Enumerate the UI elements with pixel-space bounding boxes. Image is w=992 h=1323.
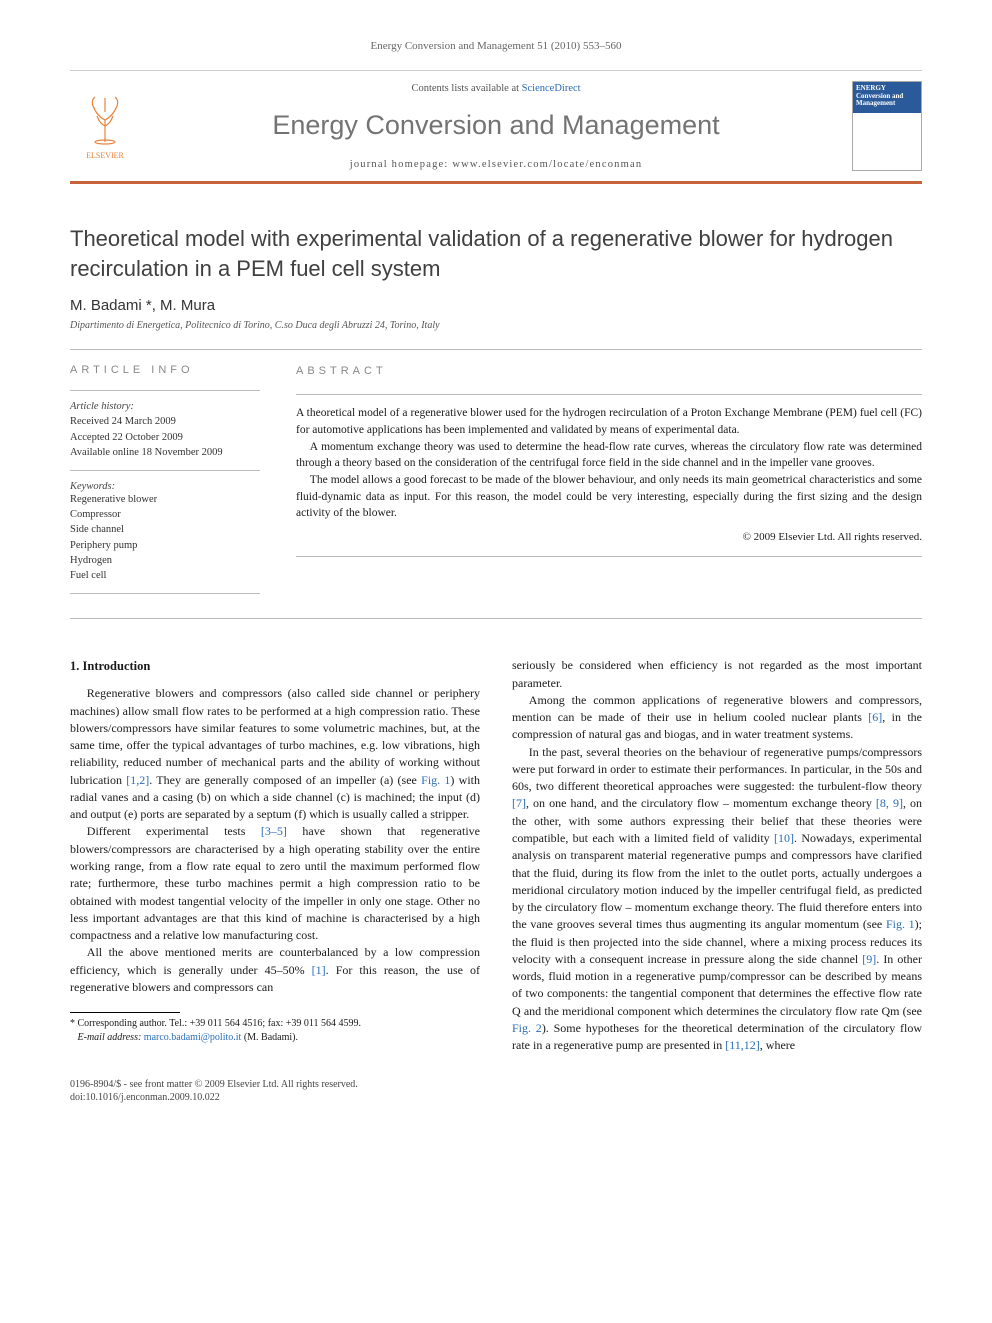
doi-line: doi:10.1016/j.enconman.2009.10.022 (70, 1091, 358, 1104)
abstract-paragraph: A theoretical model of a regenerative bl… (296, 405, 922, 438)
banner-center: Contents lists available at ScienceDirec… (156, 83, 836, 170)
article-page: Energy Conversion and Management 51 (201… (0, 0, 992, 1144)
figure-link[interactable]: Fig. 1 (886, 917, 915, 931)
journal-banner: ELSEVIER Contents lists available at Sci… (70, 70, 922, 184)
footnote-line: E-mail address: marco.badami@polito.it (… (70, 1031, 480, 1045)
abstract-paragraph: A momentum exchange theory was used to d… (296, 439, 922, 472)
history-heading: Article history: (70, 401, 260, 412)
abstract-column: ABSTRACT A theoretical model of a regene… (296, 364, 922, 604)
page-footer: 0196-8904/$ - see front matter © 2009 El… (70, 1078, 922, 1104)
contents-available-line: Contents lists available at ScienceDirec… (156, 83, 836, 94)
contents-prefix: Contents lists available at (411, 83, 521, 94)
keyword: Hydrogen (70, 553, 260, 568)
citation-link[interactable]: [10] (774, 831, 794, 845)
journal-cover-thumbnail: ENERGY Conversion and Management (852, 81, 922, 171)
figure-link[interactable]: Fig. 1 (421, 773, 450, 787)
info-divider (70, 390, 260, 391)
citation-link[interactable]: [1,2] (126, 773, 149, 787)
text-run: Among the common applications of regener… (512, 693, 922, 724)
text-run: . They are generally composed of an impe… (149, 773, 421, 787)
affiliation: Dipartimento di Energetica, Politecnico … (70, 320, 922, 331)
citation-link[interactable]: [3–5] (261, 824, 287, 838)
author-list: M. Badami *, M. Mura (70, 297, 922, 314)
footer-left: 0196-8904/$ - see front matter © 2009 El… (70, 1078, 358, 1104)
body-paragraph: Regenerative blowers and compressors (al… (70, 685, 480, 823)
email-label: E-mail address: (78, 1032, 142, 1043)
footnote-line: * Corresponding author. Tel.: +39 011 56… (70, 1017, 480, 1031)
info-divider (70, 593, 260, 594)
article-info-column: ARTICLE INFO Article history: Received 2… (70, 364, 260, 604)
body-paragraph: All the above mentioned merits are count… (70, 944, 480, 996)
journal-homepage: journal homepage: www.elsevier.com/locat… (156, 159, 836, 170)
citation-link[interactable]: [8, 9] (876, 796, 903, 810)
history-item: Accepted 22 October 2009 (70, 430, 260, 445)
keyword: Regenerative blower (70, 492, 260, 507)
body-paragraph: Among the common applications of regener… (512, 692, 922, 744)
history-item: Received 24 March 2009 (70, 414, 260, 429)
sciencedirect-link[interactable]: ScienceDirect (522, 83, 581, 94)
body-paragraph: In the past, several theories on the beh… (512, 744, 922, 1055)
article-info-heading: ARTICLE INFO (70, 364, 260, 376)
body-paragraph: Different experimental tests [3–5] have … (70, 823, 480, 944)
email-suffix: (M. Badami). (244, 1032, 298, 1043)
keyword: Side channel (70, 522, 260, 537)
copyright-line: 0196-8904/$ - see front matter © 2009 El… (70, 1078, 358, 1091)
keyword: Periphery pump (70, 538, 260, 553)
body-columns: 1. Introduction Regenerative blowers and… (70, 657, 922, 1054)
abstract-divider (296, 556, 922, 557)
text-run: have shown that regenerative blowers/com… (70, 824, 480, 942)
tree-icon (83, 92, 127, 151)
keywords-heading: Keywords: (70, 481, 260, 492)
abstract-copyright: © 2009 Elsevier Ltd. All rights reserved… (296, 530, 922, 546)
figure-link[interactable]: Fig. 2 (512, 1021, 542, 1035)
divider (70, 618, 922, 619)
text-run: In the past, several theories on the beh… (512, 745, 922, 794)
abstract-paragraph: The model allows a good forecast to be m… (296, 472, 922, 522)
section-heading: 1. Introduction (70, 657, 480, 675)
running-header: Energy Conversion and Management 51 (201… (70, 40, 922, 52)
email-link[interactable]: marco.badami@polito.it (144, 1032, 242, 1043)
cover-title: ENERGY Conversion and Management (856, 85, 918, 108)
publisher-name: ELSEVIER (86, 151, 124, 160)
text-run: , where (760, 1038, 795, 1052)
history-item: Available online 18 November 2009 (70, 445, 260, 460)
info-abstract-row: ARTICLE INFO Article history: Received 2… (70, 364, 922, 604)
paper-title: Theoretical model with experimental vali… (70, 224, 922, 283)
publisher-logo: ELSEVIER (70, 86, 140, 166)
text-run: Different experimental tests (87, 824, 261, 838)
journal-name: Energy Conversion and Management (156, 110, 836, 141)
abstract-heading: ABSTRACT (296, 364, 922, 380)
footnote-separator (70, 1012, 180, 1013)
citation-link[interactable]: [1] (312, 963, 326, 977)
text-run: . Nowadays, experimental analysis on tra… (512, 831, 922, 931)
keyword: Compressor (70, 507, 260, 522)
text-run: , on one hand, and the circulatory flow … (526, 796, 876, 810)
text-run: ). Some hypotheses for the theoretical d… (512, 1021, 922, 1052)
title-block: Theoretical model with experimental vali… (70, 224, 922, 283)
body-paragraph: seriously be considered when efficiency … (512, 657, 922, 692)
text-run: Regenerative blowers and compressors (al… (70, 686, 480, 786)
citation-link[interactable]: [9] (862, 952, 876, 966)
abstract-divider (296, 394, 922, 395)
corresponding-author-footnote: * Corresponding author. Tel.: +39 011 56… (70, 1017, 480, 1045)
info-divider (70, 470, 260, 471)
divider (70, 349, 922, 350)
citation-link[interactable]: [6] (868, 710, 882, 724)
keyword: Fuel cell (70, 568, 260, 583)
citation-link[interactable]: [11,12] (725, 1038, 760, 1052)
citation-link[interactable]: [7] (512, 796, 526, 810)
